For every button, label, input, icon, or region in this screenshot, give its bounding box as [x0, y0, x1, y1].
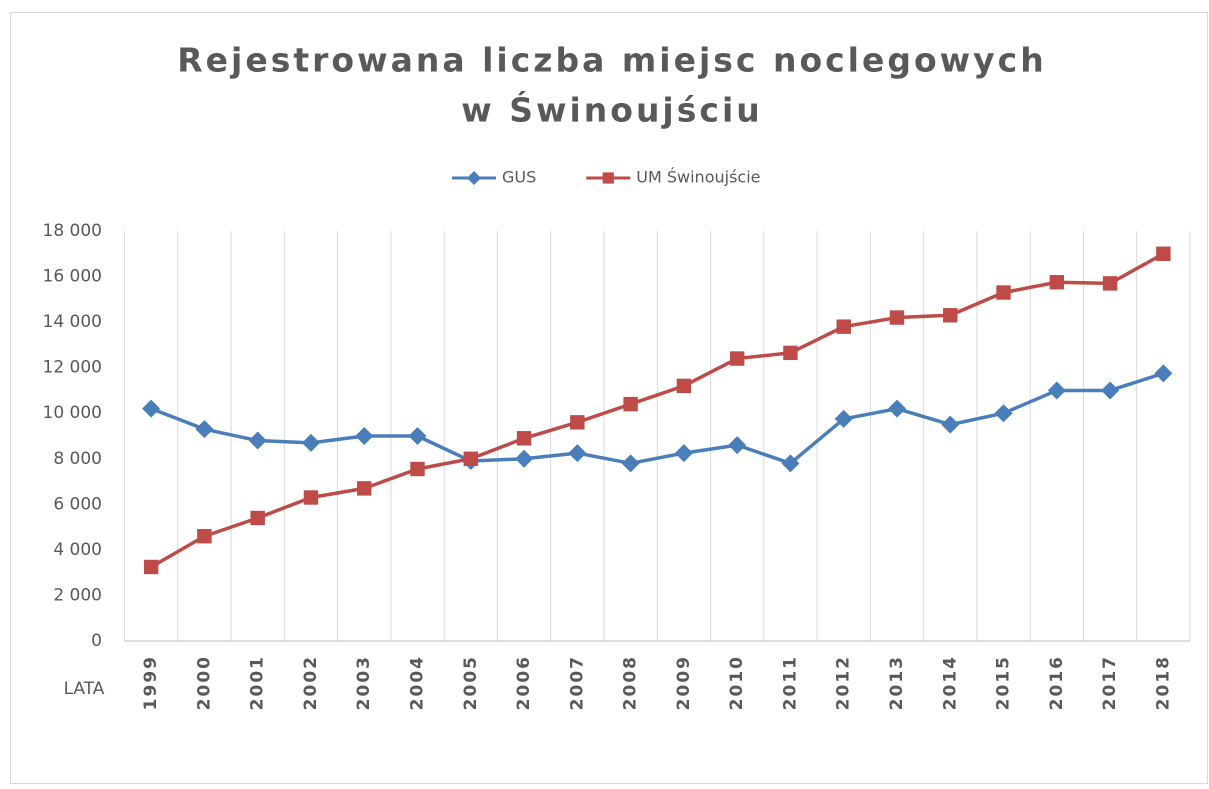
marker	[463, 451, 478, 466]
marker	[781, 454, 800, 473]
x-axis-label: LATA	[64, 679, 105, 699]
marker	[996, 285, 1011, 300]
y-tick-label: 10 000	[43, 403, 102, 423]
marker	[410, 461, 425, 477]
x-tick-label: 2005	[461, 655, 481, 710]
chart-title: Rejestrowana liczba miejsc noclegowych	[177, 41, 1046, 80]
x-tick-label: 2014	[940, 655, 960, 710]
x-tick-label: 2017	[1100, 655, 1120, 710]
marker	[142, 399, 161, 418]
marker	[568, 444, 587, 463]
marker	[250, 510, 265, 526]
marker	[248, 431, 267, 450]
y-tick-label: 8 000	[53, 449, 102, 469]
marker	[834, 409, 853, 428]
x-tick-label: 2004	[408, 655, 428, 710]
marker	[143, 559, 159, 575]
x-tick-label: 2008	[621, 655, 641, 710]
marker	[994, 404, 1013, 423]
x-tick-label: 2013	[887, 655, 907, 710]
marker	[676, 378, 692, 394]
marker	[1154, 364, 1173, 383]
x-tick-label: 1999	[141, 655, 161, 710]
marker	[1101, 381, 1120, 400]
marker	[197, 529, 212, 544]
marker	[195, 420, 214, 439]
y-tick-label: 12 000	[43, 358, 102, 378]
x-tick-label: 2012	[834, 655, 854, 710]
x-tick-label: 2016	[1047, 655, 1067, 710]
marker	[943, 308, 958, 323]
x-tick-label: 2015	[994, 655, 1014, 710]
marker	[515, 449, 534, 468]
chart-title: w Świnoujściu	[461, 90, 763, 130]
series-line	[150, 252, 1165, 569]
marker	[303, 490, 319, 505]
legend-label: UM Świnoujście	[636, 168, 760, 187]
marker	[301, 433, 320, 452]
marker	[621, 454, 640, 473]
x-tick-label: 2003	[354, 655, 374, 710]
marker	[783, 345, 798, 361]
x-tick-label: 2002	[301, 655, 321, 710]
marker	[887, 399, 906, 418]
x-tick-label: 2009	[674, 655, 694, 710]
x-tick-label: 2011	[780, 655, 800, 710]
marker	[516, 431, 532, 446]
legend-label: GUS	[502, 168, 536, 187]
x-tick-label: 2010	[727, 655, 747, 710]
marker	[1049, 275, 1065, 290]
y-tick-label: 16 000	[43, 267, 102, 287]
marker	[357, 481, 372, 496]
marker	[570, 415, 585, 430]
marker	[889, 310, 905, 325]
y-tick-label: 2 000	[53, 585, 102, 605]
y-tick-label: 0	[91, 631, 102, 651]
marker	[355, 427, 374, 445]
marker	[467, 171, 481, 185]
series-line	[150, 371, 1164, 466]
x-tick-label: 2006	[514, 655, 534, 710]
marker	[1156, 246, 1171, 261]
y-tick-label: 18 000	[43, 221, 102, 241]
marker	[728, 436, 747, 455]
y-tick-label: 14 000	[43, 312, 102, 332]
marker	[602, 172, 614, 184]
y-tick-label: 6 000	[53, 494, 102, 514]
x-tick-label: 2001	[248, 655, 268, 710]
marker	[729, 351, 745, 366]
marker	[836, 319, 851, 334]
marker	[623, 396, 638, 412]
y-tick-label: 4 000	[53, 540, 102, 560]
marker	[1102, 276, 1118, 291]
marker	[941, 415, 960, 434]
x-tick-label: 2007	[567, 655, 587, 710]
marker	[1047, 381, 1066, 400]
chart-frame	[10, 12, 1208, 784]
x-tick-label: 2000	[194, 655, 214, 710]
marker	[408, 427, 427, 445]
marker	[674, 444, 693, 463]
x-tick-label: 2018	[1153, 655, 1173, 710]
